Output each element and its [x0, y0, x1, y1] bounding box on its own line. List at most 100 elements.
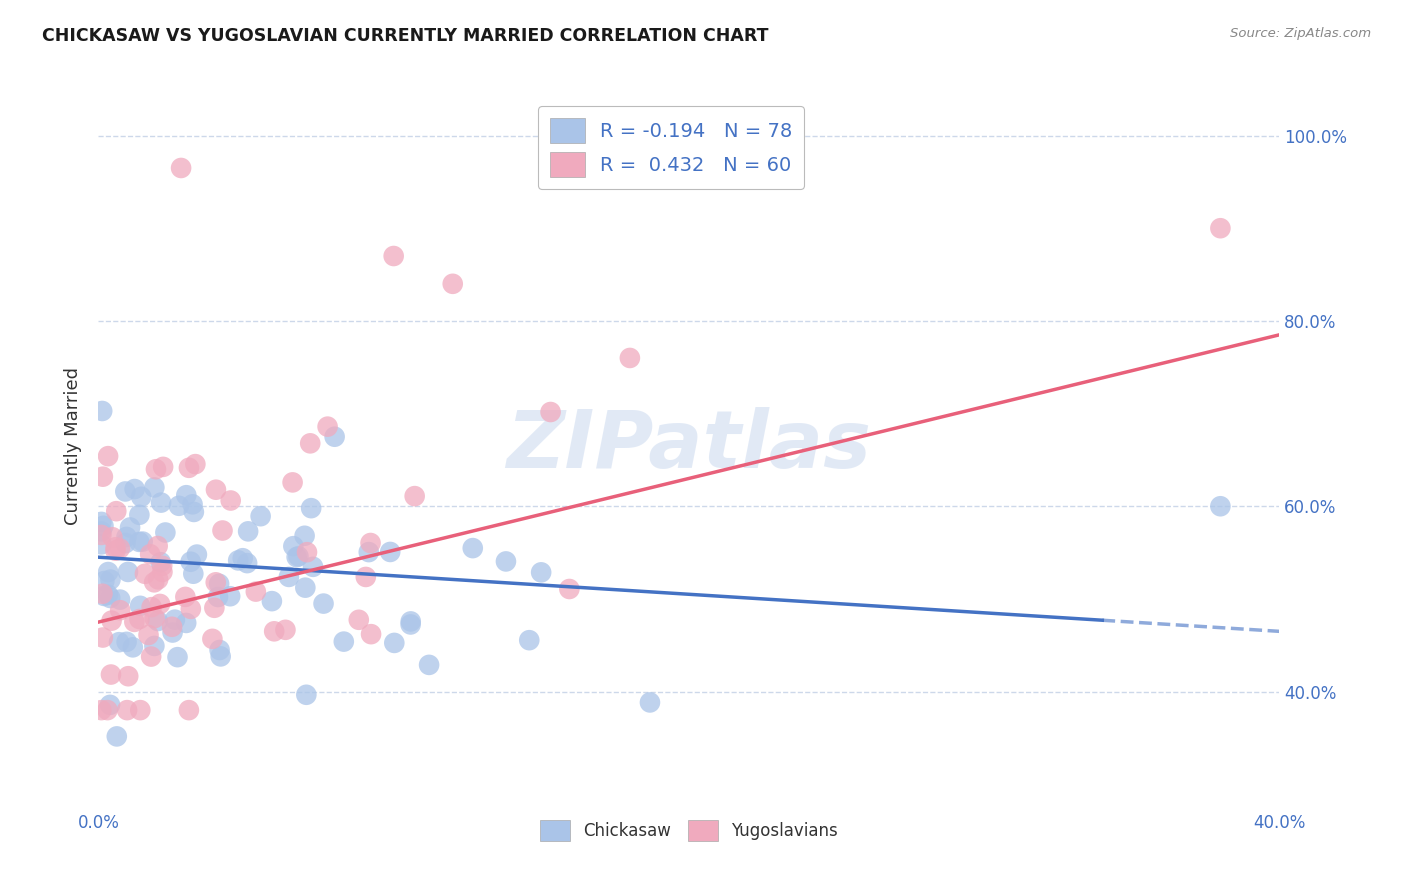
Point — [114, 536, 136, 550]
Point — [166, 650, 188, 665]
Point — [104, 543, 127, 558]
Point — [134, 566, 156, 581]
Point — [152, 565, 174, 579]
Point — [404, 489, 426, 503]
Point — [93, 574, 115, 588]
Point — [399, 615, 422, 629]
Point — [174, 615, 197, 630]
Point — [150, 495, 173, 509]
Point — [97, 565, 120, 579]
Point — [100, 573, 122, 587]
Point — [219, 589, 242, 603]
Point — [128, 534, 150, 549]
Point — [274, 623, 297, 637]
Point — [138, 628, 160, 642]
Point — [90, 524, 112, 539]
Point — [97, 588, 120, 602]
Point — [105, 504, 128, 518]
Point — [333, 634, 356, 648]
Y-axis label: Currently Married: Currently Married — [65, 367, 83, 525]
Point — [540, 405, 562, 419]
Point — [100, 614, 122, 628]
Point — [177, 703, 200, 717]
Point — [295, 545, 318, 559]
Text: Source: ZipAtlas.com: Source: ZipAtlas.com — [1230, 27, 1371, 40]
Point — [174, 590, 197, 604]
Point — [208, 576, 231, 591]
Point — [155, 525, 177, 540]
Point — [236, 524, 259, 539]
Point — [316, 419, 339, 434]
Point — [184, 457, 207, 471]
Point — [91, 404, 114, 418]
Point — [186, 548, 208, 562]
Point — [108, 635, 131, 649]
Point — [323, 430, 346, 444]
Point — [143, 575, 166, 590]
Point — [354, 570, 377, 584]
Point — [232, 551, 254, 566]
Point — [108, 592, 131, 607]
Point — [149, 597, 172, 611]
Legend: Chickasaw, Yugoslavians: Chickasaw, Yugoslavians — [533, 814, 845, 848]
Point — [114, 484, 136, 499]
Point — [170, 161, 193, 175]
Point — [124, 615, 146, 629]
Point — [129, 490, 152, 504]
Point — [299, 436, 322, 450]
Point — [180, 602, 202, 616]
Point — [143, 611, 166, 625]
Point — [100, 667, 122, 681]
Point — [105, 730, 128, 744]
Point — [380, 545, 402, 559]
Point — [530, 566, 553, 580]
Point — [357, 545, 380, 559]
Point — [202, 600, 225, 615]
Point — [108, 541, 131, 556]
Point — [249, 509, 271, 524]
Point — [441, 277, 464, 291]
Point — [146, 539, 169, 553]
Point — [461, 541, 484, 555]
Point — [90, 515, 112, 529]
Point — [294, 529, 316, 543]
Point — [287, 549, 309, 564]
Point — [91, 587, 114, 601]
Point — [163, 613, 186, 627]
Point — [399, 617, 422, 632]
Text: ZIPatlas: ZIPatlas — [506, 407, 872, 485]
Point — [120, 520, 142, 534]
Point — [128, 612, 150, 626]
Point — [418, 657, 440, 672]
Point — [245, 584, 267, 599]
Point — [117, 565, 139, 579]
Point — [91, 631, 114, 645]
Point — [101, 530, 124, 544]
Point — [347, 613, 370, 627]
Point — [177, 460, 200, 475]
Point — [96, 703, 118, 717]
Point — [638, 695, 661, 709]
Point — [117, 669, 139, 683]
Point — [226, 553, 249, 567]
Point — [115, 703, 138, 717]
Text: CHICKASAW VS YUGOSLAVIAN CURRENTLY MARRIED CORRELATION CHART: CHICKASAW VS YUGOSLAVIAN CURRENTLY MARRI… — [42, 27, 769, 45]
Point — [205, 483, 228, 497]
Point — [382, 249, 405, 263]
Point — [295, 688, 318, 702]
Point — [211, 524, 233, 538]
Point — [302, 559, 325, 574]
Point — [283, 539, 305, 553]
Point — [124, 482, 146, 496]
Point — [176, 488, 198, 502]
Point — [146, 614, 169, 628]
Point — [285, 550, 308, 565]
Point — [91, 469, 114, 483]
Point — [183, 505, 205, 519]
Point — [141, 600, 163, 615]
Point — [360, 627, 382, 641]
Point — [143, 639, 166, 653]
Point — [115, 635, 138, 649]
Point — [128, 508, 150, 522]
Point — [1209, 221, 1232, 235]
